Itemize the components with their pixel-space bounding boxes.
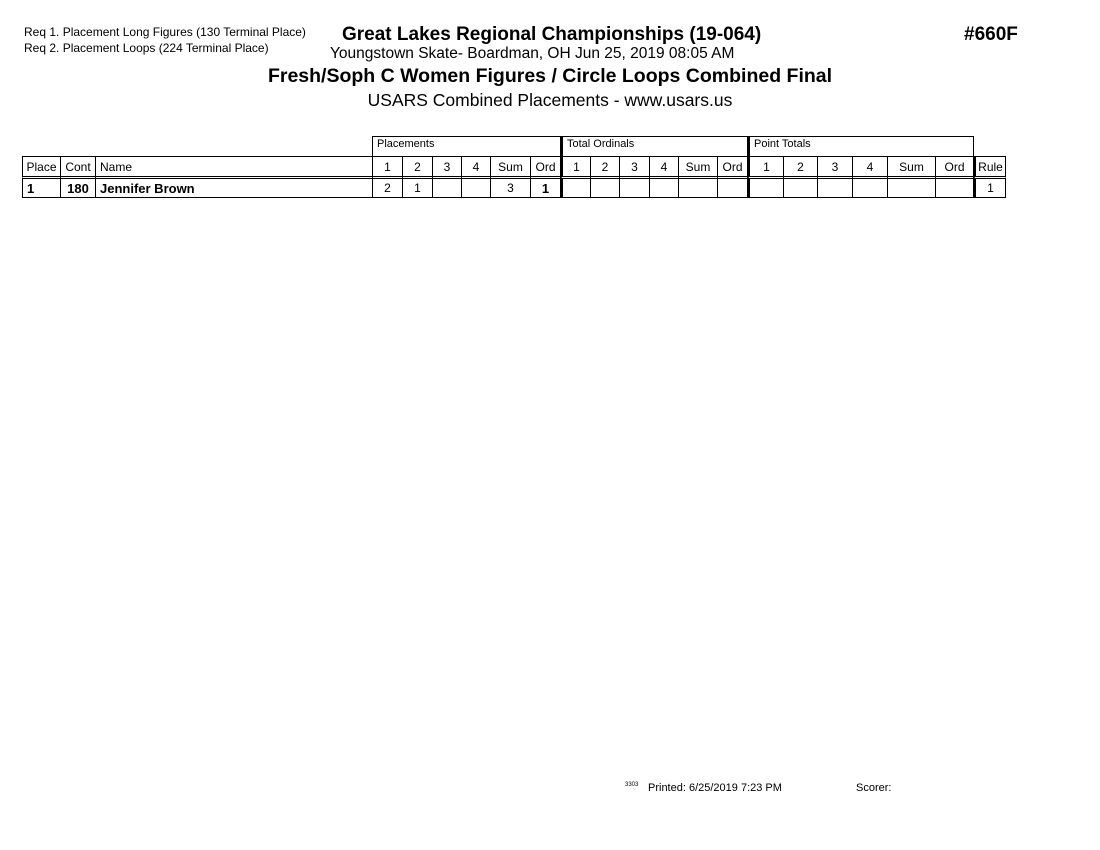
table-cell: 1: [530, 178, 561, 198]
column-header: Cont: [60, 156, 96, 179]
column-header: Ord: [935, 156, 974, 179]
table-cell: [432, 178, 462, 198]
column-header: 3: [817, 156, 853, 179]
column-header: 3: [432, 156, 462, 179]
group-header: Point Totals: [747, 136, 974, 157]
table-cell: [461, 178, 491, 198]
column-header: Sum: [887, 156, 936, 179]
column-header: 2: [590, 156, 620, 179]
group-header: Placements: [372, 136, 561, 157]
competition-title: Great Lakes Regional Championships (19-0…: [342, 24, 762, 45]
column-header: 1: [560, 156, 591, 179]
column-header: 4: [852, 156, 888, 179]
table-cell: [590, 178, 620, 198]
column-header: Name: [95, 156, 373, 179]
scorer-label: Scorer:: [856, 782, 892, 794]
event-title: Fresh/Soph C Women Figures / Circle Loop…: [267, 65, 833, 87]
requirement-1: Req 1. Placement Long Figures (130 Termi…: [24, 25, 306, 39]
venue-date: Youngstown Skate- Boardman, OH Jun 25, 2…: [330, 45, 735, 62]
column-header: Ord: [530, 156, 561, 179]
table-cell: [619, 178, 650, 198]
table-cell: 1: [22, 178, 61, 198]
table-cell: [852, 178, 888, 198]
requirement-2: Req 2. Placement Loops (224 Terminal Pla…: [24, 41, 269, 55]
column-header: 2: [402, 156, 433, 179]
table-cell: [783, 178, 818, 198]
table-cell: [747, 178, 784, 198]
column-header: Rule: [973, 156, 1006, 179]
column-header: Sum: [490, 156, 531, 179]
table-cell: [717, 178, 748, 198]
table-cell: [560, 178, 591, 198]
column-header: 1: [747, 156, 784, 179]
column-header: Place: [22, 156, 61, 179]
table-cell: 2: [372, 178, 403, 198]
column-header: 3: [619, 156, 650, 179]
table-cell: 1: [973, 178, 1006, 198]
column-header: 2: [783, 156, 818, 179]
printed-date: Printed: 6/25/2019 7:23 PM: [648, 782, 782, 794]
column-header: Ord: [717, 156, 748, 179]
table-cell: 180: [60, 178, 96, 198]
table-cell: Jennifer Brown: [95, 178, 373, 198]
table-cell: 3: [490, 178, 531, 198]
event-code: #660F: [964, 24, 1018, 45]
column-header: Sum: [678, 156, 718, 179]
table-cell: [678, 178, 718, 198]
table-cell: [935, 178, 974, 198]
footer-code: 3303: [625, 782, 639, 788]
table-cell: [817, 178, 853, 198]
group-header: Total Ordinals: [560, 136, 748, 157]
table-cell: [887, 178, 936, 198]
usars-subtitle: USARS Combined Placements - www.usars.us: [367, 90, 733, 110]
table-cell: [649, 178, 679, 198]
column-header: 4: [461, 156, 491, 179]
column-header: 4: [649, 156, 679, 179]
table-cell: 1: [402, 178, 433, 198]
column-header: 1: [372, 156, 403, 179]
